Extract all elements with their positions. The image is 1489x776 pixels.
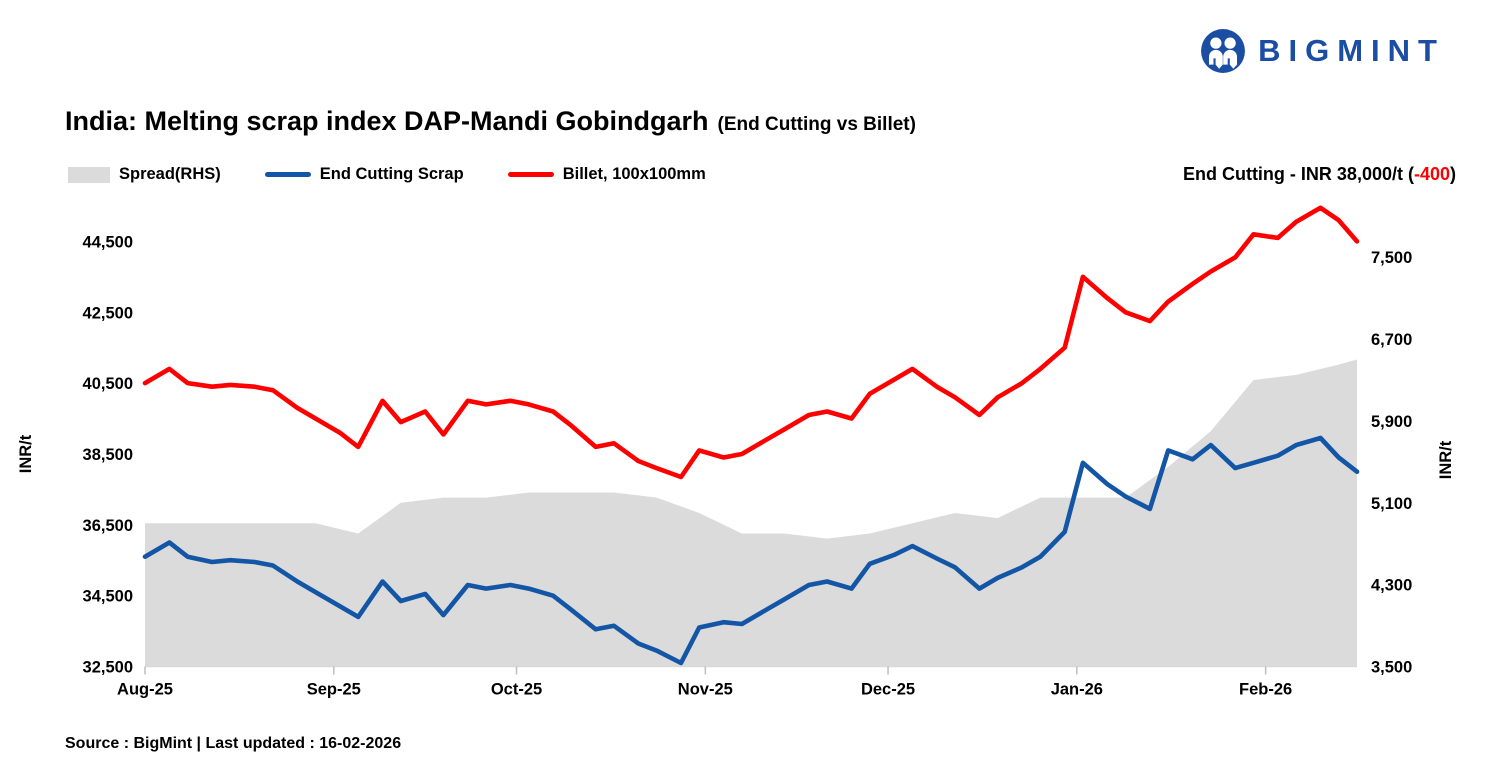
billet-swatch [507,172,554,177]
bigmint-logo-text: BIGMINT [1258,33,1445,68]
end-cutting-scrap-swatch [264,172,311,177]
left-axis-tick-label: 38,500 [83,446,133,464]
left-axis-unit-label: INR/t [17,434,35,473]
spread-area [145,359,1357,667]
left-axis-tick-label: 42,500 [83,304,133,322]
x-axis-label: Dec-25 [861,681,915,699]
x-axis-label: Jan-26 [1051,681,1103,699]
x-axis-label: Oct-25 [491,681,542,699]
left-axis-tick-label: 40,500 [83,375,133,393]
legend: Spread(RHS) End Cutting Scrap Billet, 10… [68,165,706,184]
annotation-change-value: -400 [1413,164,1450,184]
legend-item-end-cutting-scrap: End Cutting Scrap [264,165,464,184]
right-axis-tick-label: 7,500 [1371,249,1412,267]
annotation-suffix: ) [1450,164,1456,184]
source-line: Source : BigMint | Last updated : 16-02-… [65,735,402,752]
legend-label-end-cutting-scrap: End Cutting Scrap [319,165,464,183]
right-axis-unit-label: INR/t [1437,440,1455,479]
bigmint-logo: BIGMINT [1200,28,1445,74]
right-axis-tick-label: 3,500 [1371,659,1412,677]
legend-label-billet: Billet, 100x100mm [562,165,706,183]
latest-price-annotation: End Cutting - INR 38,000/t (-400) [1183,164,1456,185]
left-axis-tick-label: 44,500 [83,233,133,251]
x-axis-label: Aug-25 [117,681,173,699]
legend-item-spread: Spread(RHS) [68,165,221,184]
left-axis-tick-label: 34,500 [83,588,133,606]
legend-item-billet: Billet, 100x100mm [507,165,706,184]
left-axis-tick-label: 32,500 [83,659,133,677]
right-axis-tick-label: 4,300 [1371,577,1412,595]
chart-title: India: Melting scrap index DAP-Mandi Gob… [65,106,916,137]
annotation-prefix: End Cutting - INR 38,000/t ( [1182,164,1414,184]
end-cutting-scrap-line [142,435,1360,666]
bigmint-people-icon [1201,29,1246,73]
chart-title-sub: (End Cutting vs Billet) [717,114,916,135]
x-axis-label: Feb-26 [1239,681,1292,699]
x-axis-label: Nov-25 [678,681,733,699]
left-axis-tick-label: 36,500 [83,517,133,535]
chart-title-main: India: Melting scrap index DAP-Mandi Gob… [65,106,709,136]
right-axis-tick-label: 5,900 [1371,413,1412,431]
right-axis-tick-label: 5,100 [1371,495,1412,513]
x-axis-label: Sep-25 [307,681,361,699]
spread-swatch [68,166,110,183]
billet-line [142,205,1360,480]
legend-label-spread: Spread(RHS) [119,165,221,183]
right-axis-tick-label: 6,700 [1371,331,1412,349]
